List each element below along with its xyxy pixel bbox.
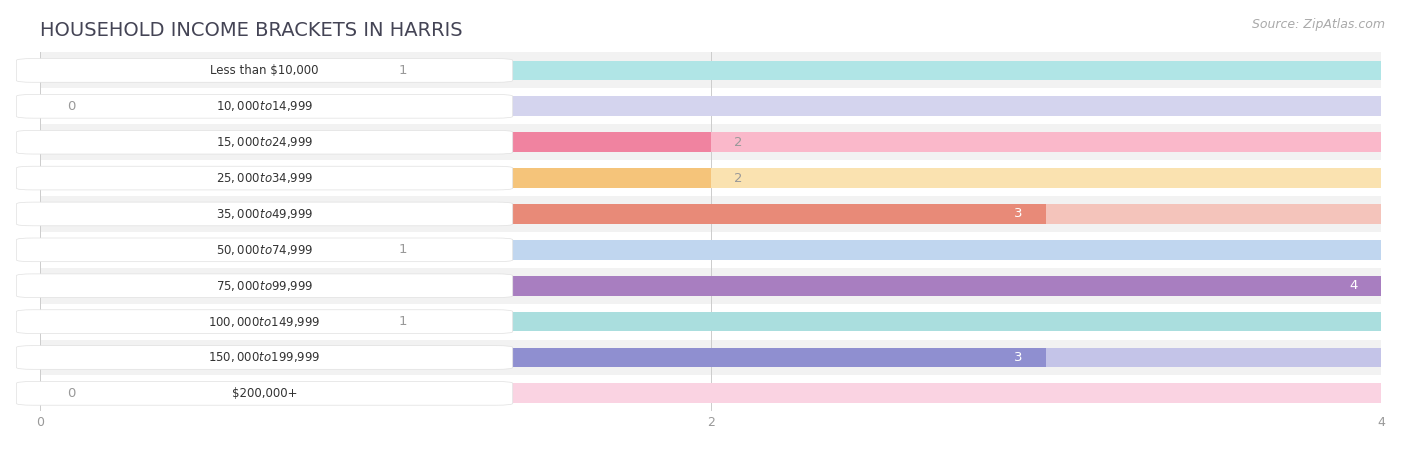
Text: 3: 3 [1014,207,1022,220]
Text: 1: 1 [399,315,408,328]
Text: $10,000 to $14,999: $10,000 to $14,999 [217,99,314,113]
Bar [39,168,710,188]
Bar [39,240,1381,260]
Text: $15,000 to $24,999: $15,000 to $24,999 [217,135,314,149]
Bar [39,204,1046,224]
Text: 3: 3 [1014,351,1022,364]
FancyBboxPatch shape [17,130,513,154]
Bar [39,88,1381,124]
Text: $100,000 to $149,999: $100,000 to $149,999 [208,315,321,328]
Bar [39,312,1381,332]
FancyBboxPatch shape [17,346,513,369]
Bar [39,340,1381,375]
Text: 1: 1 [399,243,408,256]
Text: $150,000 to $199,999: $150,000 to $199,999 [208,351,321,364]
Bar [39,276,1381,296]
Bar [39,168,1381,188]
Bar [39,160,1381,196]
Text: HOUSEHOLD INCOME BRACKETS IN HARRIS: HOUSEHOLD INCOME BRACKETS IN HARRIS [39,21,463,40]
Bar [39,196,1381,232]
FancyBboxPatch shape [17,238,513,262]
Bar [39,61,1381,80]
FancyBboxPatch shape [17,58,513,82]
Text: 1: 1 [399,64,408,77]
Bar [39,347,1046,367]
Bar [39,375,1381,411]
Text: 2: 2 [734,171,742,184]
Text: $75,000 to $99,999: $75,000 to $99,999 [217,279,314,292]
Bar [39,304,1381,340]
Bar [39,204,1381,224]
Bar [39,383,1381,403]
Bar [39,232,1381,268]
Bar [39,240,375,260]
FancyBboxPatch shape [17,94,513,118]
Text: $25,000 to $34,999: $25,000 to $34,999 [217,171,314,185]
FancyBboxPatch shape [17,382,513,405]
FancyBboxPatch shape [17,310,513,333]
Bar [39,53,1381,88]
Text: $35,000 to $49,999: $35,000 to $49,999 [217,207,314,221]
Text: $200,000+: $200,000+ [232,387,297,400]
Text: 0: 0 [66,100,75,113]
Bar [39,124,1381,160]
Text: 2: 2 [734,136,742,149]
Bar [39,61,375,80]
FancyBboxPatch shape [17,202,513,226]
Bar [39,132,1381,152]
Bar [39,132,710,152]
Text: Less than $10,000: Less than $10,000 [211,64,319,77]
Bar [39,276,1381,296]
Bar [39,268,1381,304]
Bar [39,312,375,332]
Bar [39,347,1381,367]
Text: Source: ZipAtlas.com: Source: ZipAtlas.com [1251,18,1385,31]
FancyBboxPatch shape [17,274,513,297]
Text: 0: 0 [66,387,75,400]
Text: 4: 4 [1350,279,1358,292]
Bar [39,96,1381,116]
Text: $50,000 to $74,999: $50,000 to $74,999 [217,243,314,257]
FancyBboxPatch shape [17,166,513,190]
